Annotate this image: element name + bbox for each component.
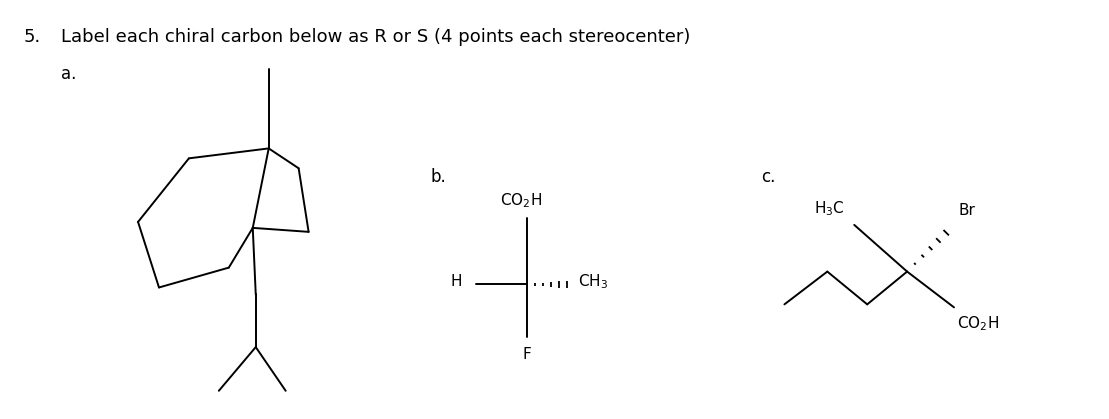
Text: Br: Br <box>959 203 976 218</box>
Text: H: H <box>450 274 462 289</box>
Text: c.: c. <box>762 168 776 186</box>
Text: CO$_2$H: CO$_2$H <box>957 314 999 333</box>
Text: b.: b. <box>430 168 446 186</box>
Text: a.: a. <box>61 65 77 83</box>
Text: 5.: 5. <box>23 28 41 46</box>
Text: Label each chiral carbon below as R or S (4 points each stereocenter): Label each chiral carbon below as R or S… <box>61 28 691 46</box>
Text: F: F <box>522 347 531 362</box>
Text: CO$_2$H: CO$_2$H <box>500 191 542 210</box>
Text: H$_3$C: H$_3$C <box>814 199 844 218</box>
Text: CH$_3$: CH$_3$ <box>578 272 608 291</box>
